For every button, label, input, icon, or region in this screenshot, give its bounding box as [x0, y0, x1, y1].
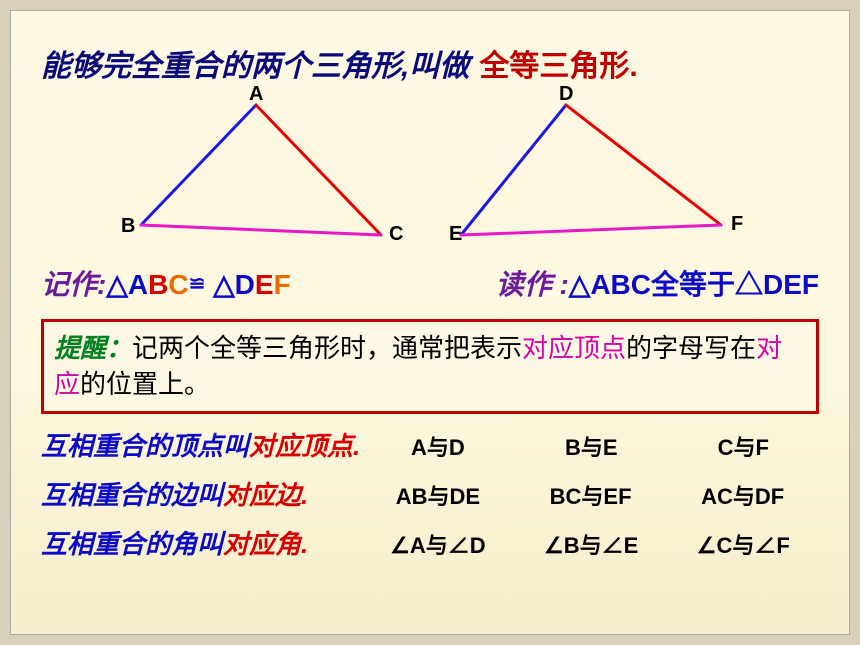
- corr-a-item: ∠A与∠D: [390, 528, 486, 560]
- corr-v-item: A与D: [411, 430, 465, 462]
- corr-v-hl: 对应顶点: [249, 431, 353, 461]
- corr-row-vertices: 互相重合的顶点叫对应顶点. A与D B与E C与F: [41, 426, 819, 463]
- corr-v-item: C与F: [718, 430, 769, 462]
- notation-write: 记作:△ABC≌ △DEF: [41, 263, 291, 303]
- read-text: △ABC全等于△DEF: [569, 269, 819, 300]
- corr-a-item: ∠C与∠F: [697, 528, 790, 560]
- tri1-a: A: [128, 269, 148, 300]
- corr-e-hl: 对应边: [223, 480, 301, 510]
- title-answer: 全等三角形.: [479, 41, 637, 85]
- corr-a-hl: 对应角: [223, 529, 301, 559]
- tri2-d: D: [235, 269, 255, 300]
- corr-e-suffix: .: [301, 480, 308, 510]
- tri2-f: F: [274, 269, 291, 300]
- tri2-sym: △: [213, 269, 235, 300]
- vertex-label-f: F: [731, 213, 743, 236]
- corr-v-prefix: 互相重合的顶点叫: [41, 431, 249, 461]
- corr-label-angles: 互相重合的角叫对应角.: [41, 524, 361, 561]
- cong-sym: ≌: [189, 273, 206, 295]
- corr-v-suffix: .: [353, 431, 360, 461]
- corr-e-item: AC与DF: [701, 479, 784, 511]
- tri1-c: C: [168, 269, 188, 300]
- reminder-p2: 的字母写在: [626, 333, 756, 363]
- corr-items-edges: AB与DE BC与EF AC与DF: [361, 479, 819, 511]
- corr-items-vertices: A与D B与E C与F: [361, 430, 819, 462]
- diagram-area: A B C D E F: [41, 95, 821, 255]
- notation-row: 记作:△ABC≌ △DEF 读作 :△ABC全等于△DEF: [41, 263, 819, 303]
- title-main: 能够完全重合的两个三角形,叫做: [41, 41, 469, 85]
- corr-label-vertices: 互相重合的顶点叫对应顶点.: [41, 426, 361, 463]
- triangles-svg: [41, 95, 821, 255]
- corr-label-edges: 互相重合的边叫对应边.: [41, 475, 361, 512]
- corr-items-angles: ∠A与∠D ∠B与∠E ∠C与∠F: [361, 528, 819, 560]
- write-prefix: 记作:: [41, 269, 106, 300]
- corr-v-item: B与E: [565, 430, 618, 462]
- reminder-hl1: 对应顶点: [522, 333, 626, 363]
- corr-a-prefix: 互相重合的角叫: [41, 529, 223, 559]
- title-row: 能够完全重合的两个三角形,叫做 全等三角形.: [41, 41, 819, 85]
- vertex-label-c: C: [389, 223, 403, 246]
- vertex-label-a: A: [249, 83, 263, 106]
- reminder-p1: 记两个全等三角形时，通常把表示: [132, 333, 522, 363]
- corr-a-item: ∠B与∠E: [544, 528, 638, 560]
- vertex-label-b: B: [121, 215, 135, 238]
- corr-e-item: AB与DE: [396, 479, 480, 511]
- tri1-b: B: [148, 269, 168, 300]
- slide: 能够完全重合的两个三角形,叫做 全等三角形. A B C D E F 记作:△A…: [10, 10, 850, 635]
- corr-a-suffix: .: [301, 529, 308, 559]
- read-prefix: 读作 :: [496, 269, 569, 300]
- corr-e-prefix: 互相重合的边叫: [41, 480, 223, 510]
- notation-read: 读作 :△ABC全等于△DEF: [496, 263, 819, 303]
- vertex-label-d: D: [559, 83, 573, 106]
- tri2-e: E: [255, 269, 274, 300]
- reminder-label: 提醒：: [54, 333, 132, 363]
- corr-row-angles: 互相重合的角叫对应角. ∠A与∠D ∠B与∠E ∠C与∠F: [41, 524, 819, 561]
- tri1-sym: △: [106, 269, 128, 300]
- reminder-box: 提醒：记两个全等三角形时，通常把表示对应顶点的字母写在对应的位置上。: [41, 319, 819, 414]
- vertex-label-e: E: [449, 223, 462, 246]
- reminder-p3: 的位置上。: [80, 369, 210, 399]
- corr-row-edges: 互相重合的边叫对应边. AB与DE BC与EF AC与DF: [41, 475, 819, 512]
- corr-e-item: BC与EF: [550, 479, 632, 511]
